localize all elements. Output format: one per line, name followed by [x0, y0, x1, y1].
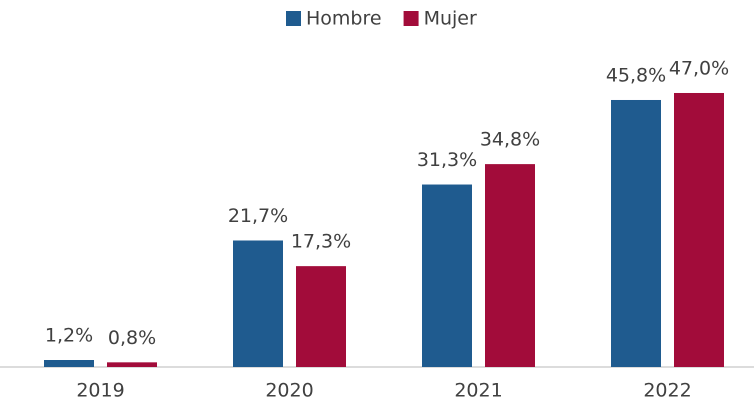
bar [233, 240, 283, 367]
legend-swatch [403, 11, 419, 26]
data-label: 47,0% [669, 57, 729, 79]
data-label: 21,7% [228, 205, 288, 227]
x-tick-label: 2021 [454, 380, 502, 402]
bar [44, 360, 94, 367]
legend-label: Mujer [424, 8, 477, 30]
data-label: 45,8% [606, 64, 666, 86]
bar [422, 184, 472, 367]
legend-swatch [286, 11, 301, 26]
x-tick-label: 2020 [265, 380, 313, 402]
data-label: 31,3% [417, 149, 477, 171]
data-label: 17,3% [291, 231, 351, 253]
bar [611, 99, 661, 368]
data-label: 0,8% [108, 327, 156, 349]
bar [485, 164, 535, 367]
x-tick-label: 2019 [76, 380, 124, 402]
data-label: 34,8% [480, 129, 540, 151]
bar [296, 266, 346, 367]
x-tick-label: 2022 [643, 380, 691, 402]
data-label: 1,2% [45, 325, 93, 347]
bar [674, 92, 724, 368]
legend-label: Hombre [306, 8, 382, 30]
bar [107, 362, 157, 367]
